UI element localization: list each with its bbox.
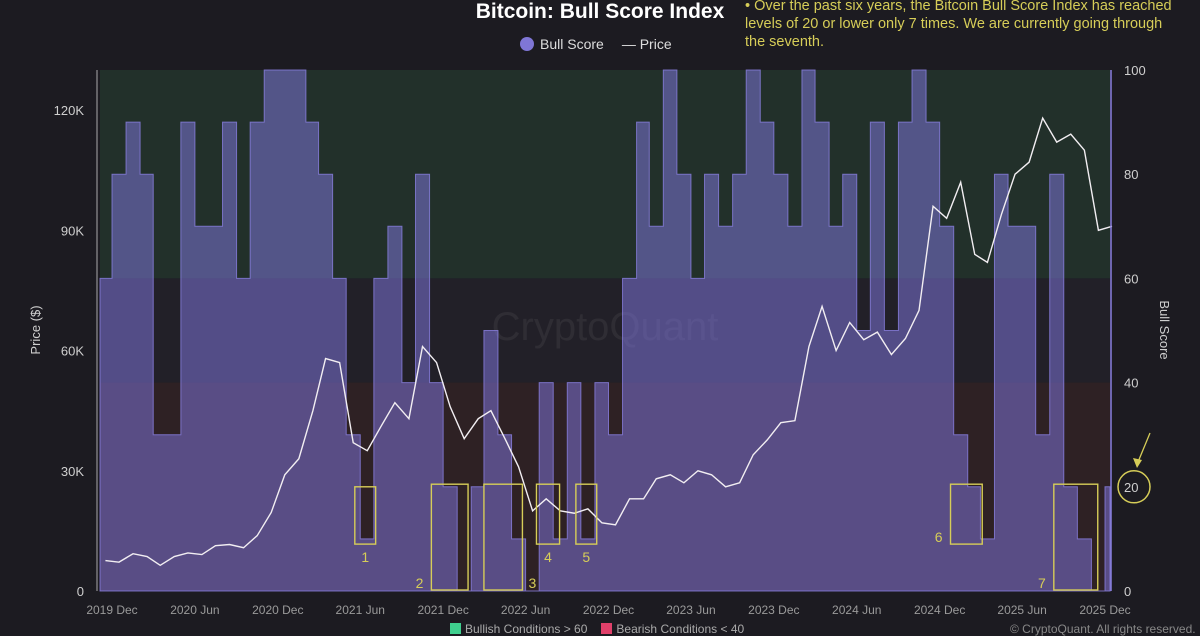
- annotation-label: 7: [1038, 575, 1046, 591]
- square-icon: [450, 623, 461, 634]
- y-right-tick-label: 60: [1124, 271, 1138, 286]
- x-tick-label: 2022 Jun: [501, 603, 550, 617]
- x-tick-label: 2022 Dec: [583, 603, 634, 617]
- annotation-label: 1: [361, 549, 369, 565]
- copyright: © CryptoQuant. All rights reserved.: [1010, 622, 1196, 636]
- x-tick-label: 2021 Dec: [417, 603, 468, 617]
- y-right-axis-title: Bull Score: [1157, 300, 1172, 359]
- y-left-tick-label: 120K: [54, 103, 85, 118]
- y-right-tick-label: 100: [1124, 63, 1146, 78]
- y-left-tick-label: 60K: [61, 344, 84, 359]
- legend-label: Bullish Conditions > 60: [465, 622, 587, 636]
- x-tick-label: 2020 Jun: [170, 603, 219, 617]
- legend-bearish[interactable]: Bearish Conditions < 40: [601, 622, 744, 636]
- x-tick-label: 2020 Dec: [252, 603, 303, 617]
- y-left-axis-title: Price ($): [28, 305, 43, 354]
- y-right-tick-label: 20: [1124, 480, 1138, 495]
- x-tick-label: 2025 Dec: [1079, 603, 1130, 617]
- arrow-icon: [1138, 433, 1150, 462]
- y-left-tick-label: 90K: [61, 223, 84, 238]
- x-tick-label: 2023 Dec: [748, 603, 799, 617]
- x-tick-label: 2019 Dec: [86, 603, 137, 617]
- legend-label: Bearish Conditions < 40: [616, 622, 744, 636]
- y-left-tick-label: 0: [77, 584, 84, 599]
- y-right-tick-label: 40: [1124, 376, 1138, 391]
- annotation-label: 2: [416, 575, 424, 591]
- y-right-tick-label: 80: [1124, 167, 1138, 182]
- y-right-tick-label: 0: [1124, 584, 1131, 599]
- legend-bullish[interactable]: Bullish Conditions > 60: [450, 622, 587, 636]
- x-tick-label: 2023 Jun: [666, 603, 715, 617]
- square-icon: [601, 623, 612, 634]
- arrow-head-icon: [1133, 458, 1142, 468]
- zone-legend: Bullish Conditions > 60 Bearish Conditio…: [450, 622, 744, 636]
- x-tick-label: 2024 Jun: [832, 603, 881, 617]
- annotation-label: 3: [529, 575, 537, 591]
- x-tick-label: 2024 Dec: [914, 603, 965, 617]
- annotation-label: 5: [582, 549, 590, 565]
- x-tick-label: 2025 Jun: [997, 603, 1046, 617]
- annotation-label: 4: [544, 549, 552, 565]
- y-left-tick-label: 30K: [61, 464, 84, 479]
- annotation-label: 6: [935, 529, 943, 545]
- x-tick-label: 2021 Jun: [336, 603, 385, 617]
